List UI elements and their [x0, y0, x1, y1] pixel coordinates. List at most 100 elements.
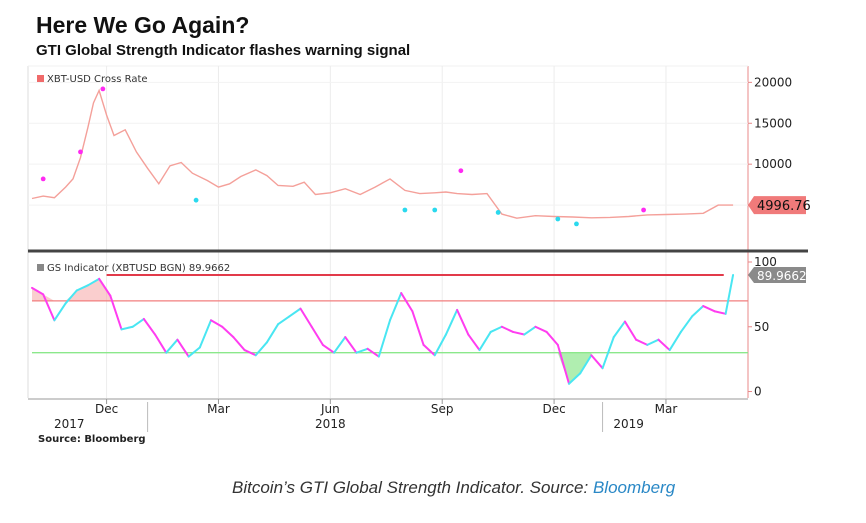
indicator-segment	[232, 336, 246, 352]
indicator-segment	[75, 284, 89, 292]
indicator-segment	[623, 320, 638, 341]
indicator-segment	[299, 307, 313, 328]
indicator-segment	[612, 320, 626, 339]
indicator-segment	[53, 302, 67, 322]
month-tick-label: Jun	[320, 402, 340, 416]
last-price-value: 4996.76	[757, 199, 811, 214]
indicator-segment	[724, 273, 735, 315]
buy-signal-marker	[555, 216, 561, 222]
indicator-segment	[277, 315, 291, 326]
indicator-segment	[691, 305, 705, 318]
indicator-segment	[210, 319, 224, 328]
year-tick-label: 2018	[315, 417, 346, 431]
indicator-segment	[366, 347, 380, 358]
sell-signal-marker	[78, 149, 83, 155]
indicator-segment	[456, 308, 470, 336]
indicator-segment	[545, 330, 559, 346]
sell-signal-marker	[458, 168, 464, 174]
buy-signal-marker	[432, 207, 438, 213]
month-tick-label: Sep	[431, 402, 454, 416]
sell-signal-marker	[100, 86, 106, 92]
indicator-segment	[702, 305, 716, 313]
month-tick-label: Mar	[207, 402, 230, 416]
indicator-segment	[601, 336, 615, 370]
indicator-segment	[86, 277, 101, 287]
indicator-segment	[154, 333, 168, 354]
month-tick-label: Mar	[655, 402, 678, 416]
indicator-segment	[556, 343, 570, 385]
indicator-segment	[668, 330, 682, 352]
indicator-segment	[489, 325, 503, 333]
indicator-segment	[131, 317, 145, 328]
indicator-segment	[657, 338, 671, 352]
bloomberg-link[interactable]: Bloomberg	[592, 478, 676, 497]
price-legend-label: XBT-USD Cross Rate	[47, 74, 148, 85]
indicator-segment	[109, 294, 123, 331]
indicator-segment	[321, 343, 336, 354]
last-indicator-badge	[748, 266, 806, 283]
chart-title: Here We Go Again?	[36, 12, 250, 38]
indicator-segment	[31, 286, 45, 296]
price-tick-label: 20000	[754, 75, 792, 89]
sell-signal-marker	[641, 207, 646, 213]
year-tick-label: 2019	[613, 417, 644, 431]
indicator-segment	[713, 310, 727, 315]
price-series-line	[31, 88, 734, 219]
indicator-segment	[120, 325, 134, 331]
indicator-segment	[411, 310, 425, 346]
indicator-segment	[355, 347, 369, 354]
year-tick-label: 2017	[54, 417, 85, 431]
buy-signal-marker	[574, 221, 579, 227]
indicator-segment	[635, 338, 649, 346]
indicator-segment	[568, 372, 582, 385]
indicator-segment	[333, 336, 347, 354]
price-tick-label: 15000	[754, 116, 792, 130]
indicator-segment	[478, 330, 492, 352]
indicator-segment	[422, 343, 436, 357]
indicator-segment	[142, 317, 157, 336]
figure-caption: Bitcoin’s GTI Global Strength Indicator.…	[232, 478, 675, 498]
indicator-segment	[64, 289, 78, 305]
indicator-segment	[98, 277, 112, 297]
indicator-segment	[310, 325, 324, 346]
month-tick-label: Dec	[95, 402, 118, 416]
indicator-segment	[377, 319, 391, 358]
buy-signal-marker	[193, 197, 199, 203]
indicator-segment	[389, 292, 403, 322]
indicator-segment	[198, 319, 212, 349]
oversold-fill	[546, 352, 592, 384]
indicator-tick-label: 0	[754, 385, 762, 399]
price-legend-swatch	[37, 75, 44, 82]
chart-subtitle: GTI Global Strength Indicator flashes wa…	[36, 42, 411, 59]
month-tick-label: Dec	[542, 402, 565, 416]
indicator-segment	[176, 338, 190, 358]
indicator-segment	[433, 333, 447, 357]
indicator-segment	[646, 338, 660, 346]
indicator-segment	[579, 354, 593, 375]
indicator-legend-label: GS Indicator (XBTUSD BGN) 89.9662	[47, 263, 230, 274]
indicator-segment	[523, 325, 537, 336]
last-price-badge	[748, 196, 806, 215]
indicator-segment	[500, 325, 515, 333]
indicator-segment	[400, 292, 414, 313]
source-note: Source: Bloomberg	[38, 434, 146, 445]
indicator-segment	[254, 341, 268, 357]
indicator-segment	[288, 307, 302, 318]
buy-signal-marker	[402, 207, 408, 213]
indicator-segment	[679, 315, 694, 333]
caption-text: Bitcoin’s GTI Global Strength Indicator.…	[232, 478, 593, 497]
indicator-tick-label: 50	[754, 320, 769, 334]
indicator-segment	[165, 338, 179, 354]
last-indicator-value: 89.9662	[757, 269, 807, 283]
indicator-segment	[534, 325, 548, 333]
indicator-segment	[467, 333, 481, 352]
indicator-segment	[221, 325, 235, 339]
indicator-tick-label: 100	[754, 255, 777, 269]
indicator-legend-swatch	[37, 264, 44, 271]
indicator-segment	[590, 354, 604, 370]
indicator-segment	[512, 330, 526, 336]
indicator-segment	[444, 308, 459, 336]
sell-signal-marker	[40, 176, 46, 182]
indicator-segment	[243, 349, 257, 357]
